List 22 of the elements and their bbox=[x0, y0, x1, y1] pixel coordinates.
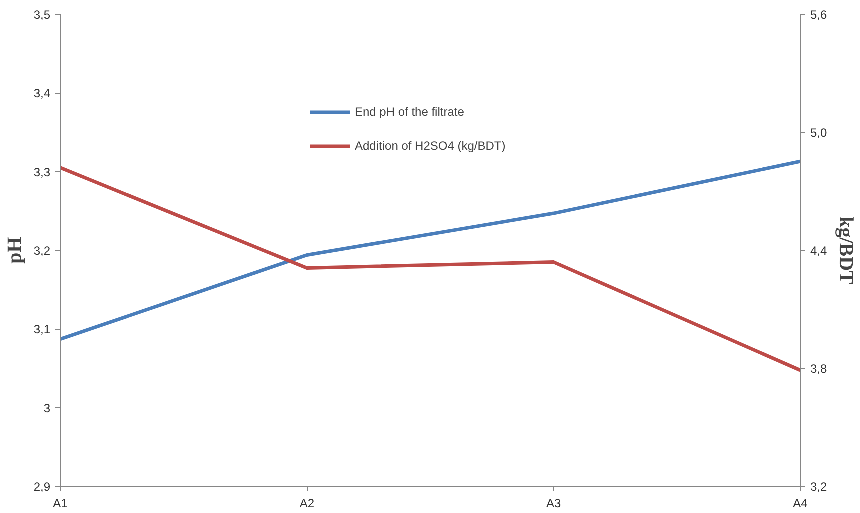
legend-label: End pH of the filtrate bbox=[355, 105, 464, 119]
y2-tick-label: 4,4 bbox=[810, 244, 828, 258]
y-tick-label: 3 bbox=[44, 401, 51, 416]
x-tick-label: A4 bbox=[793, 496, 808, 510]
legend-label: Addition of H2SO4 (kg/BDT) bbox=[355, 139, 506, 153]
y-tick-label: 3,2 bbox=[34, 244, 51, 258]
y-tick-label: 3,3 bbox=[34, 165, 51, 180]
y-tick-label: 3,5 bbox=[34, 8, 51, 22]
y-tick-label: 3,4 bbox=[34, 86, 51, 101]
x-tick-label: A1 bbox=[53, 496, 68, 510]
line-series bbox=[60, 166, 800, 372]
y-tick-label: 3,1 bbox=[34, 322, 51, 337]
line-series bbox=[60, 160, 800, 342]
y-tick-label: 2,9 bbox=[34, 480, 51, 494]
y2-axis-title: kg/BDT bbox=[835, 216, 858, 286]
y2-tick-label: 3,2 bbox=[810, 480, 828, 494]
y2-tick-label: 5,0 bbox=[810, 126, 828, 140]
y-axis-title: pH bbox=[4, 236, 26, 264]
y2-tick-label: 3,8 bbox=[810, 362, 828, 376]
y2-tick-label: 5,6 bbox=[810, 8, 828, 22]
x-tick-label: A3 bbox=[546, 496, 562, 510]
x-tick-label: A2 bbox=[300, 496, 315, 510]
